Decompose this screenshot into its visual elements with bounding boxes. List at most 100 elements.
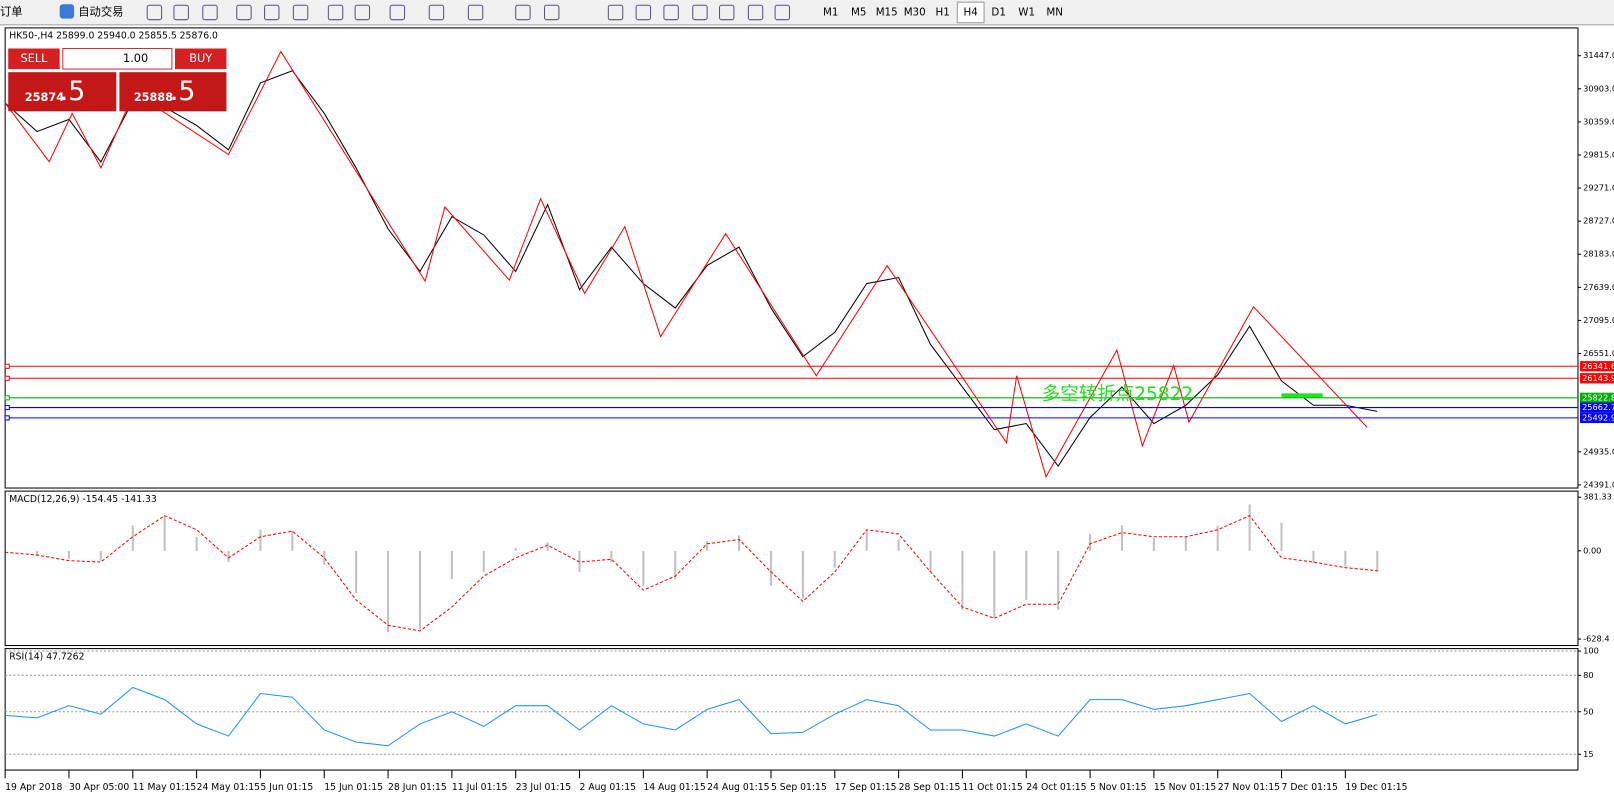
bid-frac: .5 (60, 76, 86, 107)
y-tick-label: 28183.0 (1583, 249, 1614, 259)
series-line (4, 50, 1368, 478)
indicator-title: RSI(14) 47.7262 (9, 651, 84, 662)
tool-icon[interactable] (635, 4, 652, 21)
tool-icon[interactable] (236, 4, 252, 21)
series-line (5, 515, 1378, 632)
annotation: 多空转折点25822 (1042, 384, 1193, 405)
sell-label: SELL (20, 51, 48, 65)
y-tick-label: 24935.0 (1583, 446, 1614, 456)
timeframe-button[interactable]: M1 (823, 6, 838, 18)
level-label-box (1580, 392, 1614, 403)
x-tick-label: 5 Sep 01:15 (771, 782, 827, 793)
rsi-panel (4, 648, 1579, 771)
tool-icon[interactable] (467, 4, 484, 21)
level-label-box (1580, 402, 1614, 413)
orders-button[interactable]: 订单 (0, 4, 23, 18)
y-tick-label: 27639.0 (1583, 282, 1614, 292)
x-tick-label: 24 Oct 01:15 (1026, 782, 1086, 793)
bid-box[interactable] (8, 72, 117, 112)
x-tick-label: 11 Oct 01:15 (962, 782, 1022, 793)
y-tick-label: 381.33 (1583, 492, 1612, 502)
y-tick-label: 28727.0 (1583, 216, 1614, 226)
y-tick-label: 30903.0 (1583, 83, 1614, 93)
auto-trading-button[interactable]: 自动交易 (78, 4, 123, 18)
y-tick-label: -628.4 (1583, 634, 1610, 644)
tool-icon[interactable] (774, 4, 791, 21)
indicator-title: HK50-,H4 25899.0 25940.0 25855.5 25876.0 (9, 31, 218, 42)
tool-icon[interactable] (692, 4, 708, 21)
sell-button[interactable] (8, 48, 60, 70)
toolbar (0, 0, 1614, 25)
level-handle[interactable] (4, 404, 10, 411)
y-tick-label: 26551.0 (1583, 348, 1614, 358)
level-handle[interactable] (4, 375, 10, 381)
level-label: 26341.6 (1582, 361, 1614, 371)
x-tick-label: 27 Nov 01:15 (1218, 782, 1280, 793)
tool-icon[interactable] (607, 4, 624, 21)
buy-label: BUY (189, 51, 212, 65)
x-tick-label: 5 Jun 01:15 (260, 782, 313, 793)
lot-value: 1.00 (123, 51, 148, 65)
level-handle[interactable] (4, 395, 10, 401)
x-tick-label: 11 May 01:15 (133, 782, 197, 793)
ask-frac: .5 (170, 76, 196, 107)
y-tick-label: 24391.0 (1583, 479, 1614, 489)
level-label: 25492.9 (1582, 412, 1614, 422)
tool-icon[interactable] (264, 4, 280, 21)
timeframe-button[interactable]: M15 (876, 6, 898, 18)
timeframe-button[interactable]: M30 (904, 6, 926, 18)
tool-icon[interactable] (389, 4, 406, 21)
timeframe-selected (956, 1, 985, 24)
tool-icon[interactable] (718, 4, 735, 21)
timeframe-button[interactable]: W1 (1018, 6, 1035, 18)
indicator-title: MACD(12,26,9) -154.45 -141.33 (9, 494, 157, 505)
level-handle[interactable] (4, 415, 10, 421)
lot-field[interactable] (62, 47, 173, 70)
x-tick-label: 19 Apr 2018 (5, 782, 62, 793)
timeframe-button[interactable]: H1 (936, 6, 950, 18)
y-tick-label: 100 (1583, 646, 1599, 656)
y-tick-label: 29815.0 (1583, 149, 1614, 159)
tool-icon[interactable] (747, 4, 764, 21)
x-tick-label: 24 Aug 01:15 (707, 782, 769, 793)
tool-icon[interactable] (663, 4, 679, 21)
macd-panel (4, 490, 1579, 647)
buy-button[interactable] (174, 48, 227, 70)
level-label: 25662.7 (1582, 402, 1614, 412)
y-tick-label: 80 (1583, 670, 1593, 680)
tool-icon[interactable] (202, 4, 218, 21)
x-tick-label: 17 Sep 01:15 (835, 782, 897, 793)
tool-icon[interactable] (146, 4, 163, 21)
series-line (4, 70, 1378, 468)
timeframe-button[interactable]: D1 (991, 6, 1005, 18)
tool-icon[interactable] (292, 4, 309, 21)
timeframe-button[interactable]: H4 (964, 6, 978, 18)
x-tick-label: 28 Jun 01:15 (388, 782, 447, 793)
tool-icon[interactable] (173, 4, 189, 21)
x-tick-label: 24 May 01:15 (197, 782, 261, 793)
tool-icon[interactable] (327, 4, 344, 21)
y-tick-label: 31447.0 (1583, 50, 1614, 60)
level-handle[interactable] (4, 363, 10, 369)
timeframe-button[interactable]: M5 (851, 6, 866, 18)
level-label-box (1580, 361, 1614, 372)
y-tick-label: 50 (1583, 706, 1593, 716)
series-line (5, 686, 1378, 747)
tool-icon[interactable] (515, 4, 531, 21)
timeframe-button[interactable]: MN (1046, 6, 1063, 18)
level-label: 26143.9 (1582, 373, 1614, 383)
y-tick-label: 30359.0 (1583, 116, 1614, 126)
y-tick-label: 0.00 (1583, 545, 1601, 555)
level-label-box (1580, 412, 1614, 424)
ask-box[interactable] (119, 72, 227, 112)
tool-icon[interactable] (354, 4, 371, 21)
y-tick-label: 29271.0 (1583, 183, 1614, 193)
y-tick-label: 15 (1583, 749, 1593, 759)
tool-icon[interactable] (544, 4, 560, 21)
tool-icon[interactable] (428, 4, 445, 21)
x-tick-label: 28 Sep 01:15 (899, 782, 961, 793)
main-panel (4, 27, 1579, 489)
x-tick-label: 5 Nov 01:15 (1090, 782, 1147, 793)
auto-trading-icon (59, 4, 75, 19)
